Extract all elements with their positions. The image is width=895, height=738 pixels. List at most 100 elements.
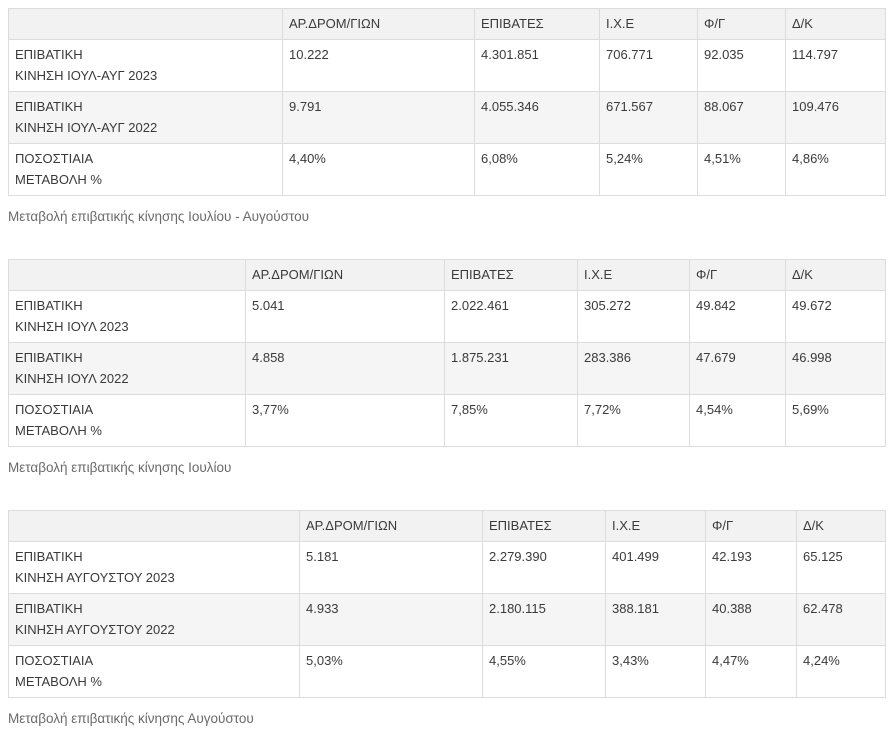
table-cell: 706.771 — [599, 39, 698, 92]
table-cell: 3,43% — [605, 645, 706, 698]
table-cell: 4,40% — [282, 143, 475, 196]
table-row: ΕΠΙΒΑΤΙΚΗ ΚΙΝΗΣΗ ΙΟΥΛ-ΑΥΓ 2023 10.222 4.3… — [8, 39, 886, 92]
row-label-line: ΕΠΙΒΑΤΙΚΗ — [15, 298, 83, 313]
table-cell: 671.567 — [599, 91, 698, 144]
table-cell: 4.301.851 — [474, 39, 600, 92]
table-cell: 5,03% — [299, 645, 483, 698]
table-cell: 5.181 — [299, 541, 483, 594]
table-cell: 49.672 — [785, 290, 886, 343]
row-label-line: ΕΠΙΒΑΤΙΚΗ — [15, 549, 83, 564]
table-cell: 47.679 — [689, 342, 786, 395]
row-label-line: ΕΠΙΒΑΤΙΚΗ — [15, 99, 83, 114]
table-cell: 46.998 — [785, 342, 886, 395]
table-cell: 3,77% — [245, 394, 445, 447]
table-block-aug: ΑΡ.ΔΡΟΜ/ΓΙΩΝ ΕΠΙΒΑΤΕΣ Ι.Χ.Ε Φ/Γ Δ/Κ ΕΠΙΒ… — [8, 510, 886, 728]
table-cell: 7,85% — [444, 394, 578, 447]
table-cell: 305.272 — [577, 290, 690, 343]
row-label-line: ΚΙΝΗΣΗ ΑΥΓΟΥΣΤΟΥ 2023 — [15, 570, 175, 585]
table-cell: 62.478 — [796, 593, 886, 646]
table-row: ΕΠΙΒΑΤΙΚΗ ΚΙΝΗΣΗ ΙΟΥΛ 2022 4.858 1.875.23… — [8, 342, 886, 395]
header-cell — [8, 259, 246, 291]
table-cell: 4,54% — [689, 394, 786, 447]
header-cell: Φ/Γ — [689, 259, 786, 291]
table-caption: Μεταβολή επιβατικής κίνησης Αυγούστου — [8, 711, 254, 726]
row-label-line: ΕΠΙΒΑΤΙΚΗ — [15, 601, 83, 616]
row-label-line: ΚΙΝΗΣΗ ΙΟΥΛ 2022 — [15, 371, 129, 386]
table-cell: 42.193 — [705, 541, 797, 594]
table-header-row: ΑΡ.ΔΡΟΜ/ΓΙΩΝ ΕΠΙΒΑΤΕΣ Ι.Χ.Ε Φ/Γ Δ/Κ — [8, 510, 886, 542]
table-cell: 114.797 — [785, 39, 886, 92]
table-header-row: ΑΡ.ΔΡΟΜ/ΓΙΩΝ ΕΠΙΒΑΤΕΣ Ι.Χ.Ε Φ/Γ Δ/Κ — [8, 259, 886, 291]
header-cell: ΑΡ.ΔΡΟΜ/ΓΙΩΝ — [299, 510, 483, 542]
header-cell: ΕΠΙΒΑΤΕΣ — [474, 8, 600, 40]
table-cell: 401.499 — [605, 541, 706, 594]
data-table-jul-aug: ΑΡ.ΔΡΟΜ/ΓΙΩΝ ΕΠΙΒΑΤΕΣ Ι.Χ.Ε Φ/Γ Δ/Κ ΕΠΙΒ… — [8, 8, 886, 196]
row-label: ΠΟΣΟΣΤΙΑΙΑ ΜΕΤΑΒΟΛΗ % — [8, 394, 246, 447]
row-label: ΕΠΙΒΑΤΙΚΗ ΚΙΝΗΣΗ ΙΟΥΛ-ΑΥΓ 2022 — [8, 91, 283, 144]
table-row: ΕΠΙΒΑΤΙΚΗ ΚΙΝΗΣΗ ΙΟΥΛ-ΑΥΓ 2022 9.791 4.05… — [8, 91, 886, 144]
table-row: ΠΟΣΟΣΤΙΑΙΑ ΜΕΤΑΒΟΛΗ % 3,77% 7,85% 7,72% 4… — [8, 394, 886, 447]
table-cell: 5,24% — [599, 143, 698, 196]
table-cell: 10.222 — [282, 39, 475, 92]
header-cell: Δ/Κ — [785, 8, 886, 40]
header-cell: Ι.Χ.Ε — [577, 259, 690, 291]
table-cell: 2.279.390 — [482, 541, 606, 594]
header-cell: ΑΡ.ΔΡΟΜ/ΓΙΩΝ — [245, 259, 445, 291]
row-label-line: ΜΕΤΑΒΟΛΗ % — [15, 423, 102, 438]
header-cell: Ι.Χ.Ε — [599, 8, 698, 40]
table-cell: 6,08% — [474, 143, 600, 196]
data-table-jul: ΑΡ.ΔΡΟΜ/ΓΙΩΝ ΕΠΙΒΑΤΕΣ Ι.Χ.Ε Φ/Γ Δ/Κ ΕΠΙΒ… — [8, 259, 886, 447]
table-cell: 4.858 — [245, 342, 445, 395]
table-cell: 2.180.115 — [482, 593, 606, 646]
table-row: ΕΠΙΒΑΤΙΚΗ ΚΙΝΗΣΗ ΑΥΓΟΥΣΤΟΥ 2023 5.181 2.2… — [8, 541, 886, 594]
table-cell: 5.041 — [245, 290, 445, 343]
header-cell: Φ/Γ — [705, 510, 797, 542]
table-cell: 65.125 — [796, 541, 886, 594]
row-label-line: ΚΙΝΗΣΗ ΙΟΥΛ-ΑΥΓ 2022 — [15, 120, 158, 135]
header-cell: ΑΡ.ΔΡΟΜ/ΓΙΩΝ — [282, 8, 475, 40]
table-cell: 49.842 — [689, 290, 786, 343]
row-label: ΕΠΙΒΑΤΙΚΗ ΚΙΝΗΣΗ ΑΥΓΟΥΣΤΟΥ 2023 — [8, 541, 300, 594]
table-cell: 7,72% — [577, 394, 690, 447]
table-cell: 92.035 — [697, 39, 786, 92]
table-cell: 4,47% — [705, 645, 797, 698]
header-cell: Δ/Κ — [796, 510, 886, 542]
row-label: ΕΠΙΒΑΤΙΚΗ ΚΙΝΗΣΗ ΙΟΥΛ-ΑΥΓ 2023 — [8, 39, 283, 92]
table-row: ΕΠΙΒΑΤΙΚΗ ΚΙΝΗΣΗ ΑΥΓΟΥΣΤΟΥ 2022 4.933 2.1… — [8, 593, 886, 646]
row-label: ΕΠΙΒΑΤΙΚΗ ΚΙΝΗΣΗ ΙΟΥΛ 2022 — [8, 342, 246, 395]
row-label-line: ΜΕΤΑΒΟΛΗ % — [15, 674, 102, 689]
row-label-line: ΕΠΙΒΑΤΙΚΗ — [15, 350, 83, 365]
table-row: ΠΟΣΟΣΤΙΑΙΑ ΜΕΤΑΒΟΛΗ % 5,03% 4,55% 3,43% 4… — [8, 645, 886, 698]
table-cell: 2.022.461 — [444, 290, 578, 343]
row-label-line: ΠΟΣΟΣΤΙΑΙΑ — [15, 402, 94, 417]
header-cell: Φ/Γ — [697, 8, 786, 40]
data-table-aug: ΑΡ.ΔΡΟΜ/ΓΙΩΝ ΕΠΙΒΑΤΕΣ Ι.Χ.Ε Φ/Γ Δ/Κ ΕΠΙΒ… — [8, 510, 886, 698]
row-label: ΕΠΙΒΑΤΙΚΗ ΚΙΝΗΣΗ ΙΟΥΛ 2023 — [8, 290, 246, 343]
row-label-line: ΚΙΝΗΣΗ ΙΟΥΛ 2023 — [15, 319, 129, 334]
header-cell: ΕΠΙΒΑΤΕΣ — [482, 510, 606, 542]
row-label: ΠΟΣΟΣΤΙΑΙΑ ΜΕΤΑΒΟΛΗ % — [8, 143, 283, 196]
table-cell: 9.791 — [282, 91, 475, 144]
table-cell: 40.388 — [705, 593, 797, 646]
row-label-line: ΠΟΣΟΣΤΙΑΙΑ — [15, 653, 94, 668]
row-label-line: ΠΟΣΟΣΤΙΑΙΑ — [15, 151, 94, 166]
table-row: ΕΠΙΒΑΤΙΚΗ ΚΙΝΗΣΗ ΙΟΥΛ 2023 5.041 2.022.46… — [8, 290, 886, 343]
row-label-line: ΜΕΤΑΒΟΛΗ % — [15, 172, 102, 187]
table-caption: Μεταβολή επιβατικής κίνησης Ιουλίου — [8, 460, 232, 475]
table-block-jul-aug: ΑΡ.ΔΡΟΜ/ΓΙΩΝ ΕΠΙΒΑΤΕΣ Ι.Χ.Ε Φ/Γ Δ/Κ ΕΠΙΒ… — [8, 8, 886, 226]
table-cell: 5,69% — [785, 394, 886, 447]
table-cell: 1.875.231 — [444, 342, 578, 395]
row-label-line: ΚΙΝΗΣΗ ΙΟΥΛ-ΑΥΓ 2023 — [15, 68, 158, 83]
row-label: ΕΠΙΒΑΤΙΚΗ ΚΙΝΗΣΗ ΑΥΓΟΥΣΤΟΥ 2022 — [8, 593, 300, 646]
table-row: ΠΟΣΟΣΤΙΑΙΑ ΜΕΤΑΒΟΛΗ % 4,40% 6,08% 5,24% 4… — [8, 143, 886, 196]
table-block-jul: ΑΡ.ΔΡΟΜ/ΓΙΩΝ ΕΠΙΒΑΤΕΣ Ι.Χ.Ε Φ/Γ Δ/Κ ΕΠΙΒ… — [8, 259, 886, 477]
table-cell: 109.476 — [785, 91, 886, 144]
row-label-line: ΕΠΙΒΑΤΙΚΗ — [15, 47, 83, 62]
table-cell: 88.067 — [697, 91, 786, 144]
row-label: ΠΟΣΟΣΤΙΑΙΑ ΜΕΤΑΒΟΛΗ % — [8, 645, 300, 698]
table-cell: 4.055.346 — [474, 91, 600, 144]
header-cell — [8, 510, 300, 542]
table-caption: Μεταβολή επιβατικής κίνησης Ιουλίου - Αυ… — [8, 209, 310, 224]
table-cell: 4,51% — [697, 143, 786, 196]
header-cell: Δ/Κ — [785, 259, 886, 291]
